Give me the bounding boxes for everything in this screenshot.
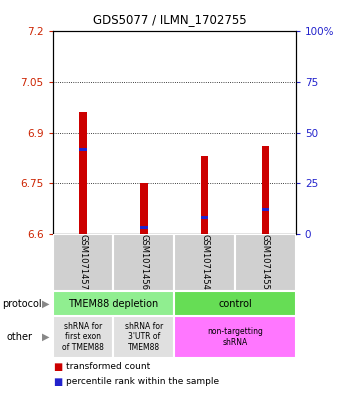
Bar (174, 291, 296, 316)
Text: TMEM88 depletion: TMEM88 depletion (68, 299, 158, 309)
Text: ■: ■ (53, 362, 62, 372)
Bar (235, 234, 296, 291)
Text: shRNA for
first exon
of TMEM88: shRNA for first exon of TMEM88 (62, 322, 104, 352)
Bar (140, 226, 148, 229)
Text: ■: ■ (53, 376, 62, 387)
Bar (201, 216, 208, 219)
Text: GSM1071457: GSM1071457 (79, 234, 88, 290)
Bar (114, 234, 174, 291)
Text: other: other (6, 332, 32, 342)
Text: GSM1071454: GSM1071454 (200, 234, 209, 290)
Text: protocol: protocol (2, 299, 41, 309)
Text: transformed count: transformed count (66, 362, 151, 371)
Bar (114, 316, 174, 358)
Bar (201, 156, 208, 234)
Text: non-targetting
shRNA: non-targetting shRNA (207, 327, 263, 347)
Text: ▶: ▶ (42, 332, 50, 342)
Bar (140, 183, 148, 234)
Text: ▶: ▶ (42, 299, 50, 309)
Text: control: control (218, 299, 252, 309)
Text: GSM1071455: GSM1071455 (261, 234, 270, 290)
Bar (174, 234, 235, 291)
Bar (53, 316, 114, 358)
Text: GDS5077 / ILMN_1702755: GDS5077 / ILMN_1702755 (93, 13, 247, 26)
Text: shRNA for
3'UTR of
TMEM88: shRNA for 3'UTR of TMEM88 (125, 322, 163, 352)
Bar (80, 112, 87, 234)
Bar (53, 234, 114, 291)
Bar (262, 208, 269, 211)
Text: GSM1071456: GSM1071456 (139, 234, 148, 290)
Text: percentile rank within the sample: percentile rank within the sample (66, 377, 219, 386)
Bar (174, 316, 296, 358)
Bar (262, 146, 269, 234)
Bar (53, 291, 174, 316)
Bar (80, 149, 87, 151)
